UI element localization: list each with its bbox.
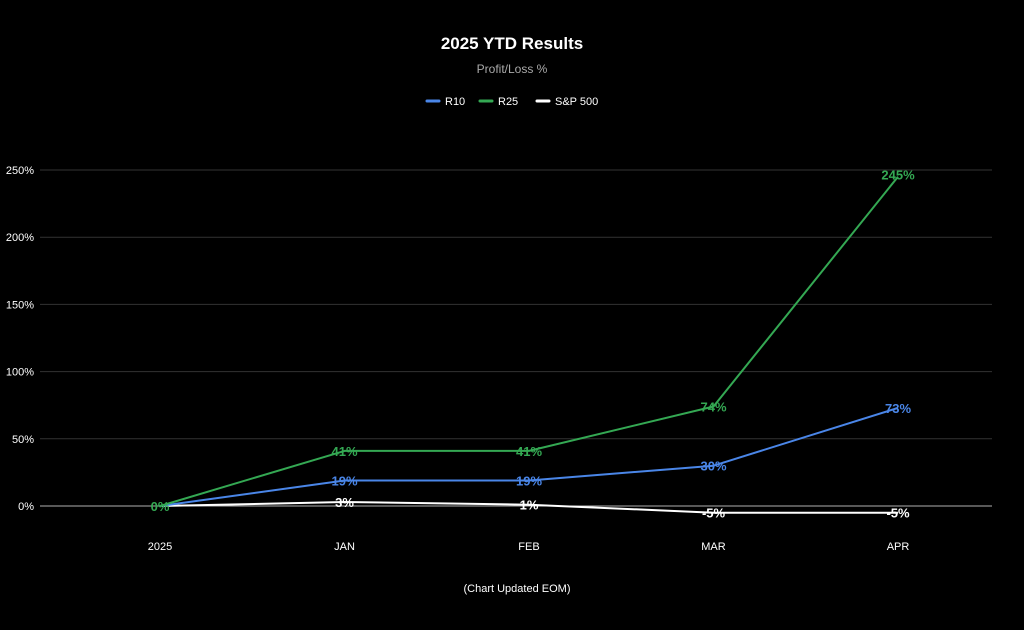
legend-label: R25 <box>498 96 518 108</box>
legend: R10 R25 S&P 500 <box>425 96 598 108</box>
y-tick-label: 200% <box>6 232 34 244</box>
y-tick-label: 150% <box>6 299 34 311</box>
y-axis: 0% 50% 100% 150% 200% 250% <box>6 165 34 513</box>
x-tick-label: FEB <box>518 541 539 553</box>
data-label: 1% <box>520 498 539 513</box>
x-tick-label: 2025 <box>148 541 172 553</box>
series-line <box>159 176 899 507</box>
legend-label: R10 <box>445 96 465 108</box>
data-label: 41% <box>331 444 357 459</box>
data-labels: 19% 19% 30% 73% 0% 41% 41% 74% 245% 3% 1% -5% -5% <box>151 168 915 521</box>
chart-caption: (Chart Updated EOM) <box>464 583 571 595</box>
series-line <box>159 406 899 507</box>
x-tick-label: JAN <box>334 541 355 553</box>
x-tick-label: APR <box>887 541 910 553</box>
chart-title: 2025 YTD Results <box>441 34 583 53</box>
chart-subtitle: Profit/Loss % <box>477 62 548 76</box>
data-label: -5% <box>702 506 726 521</box>
data-label: 74% <box>700 400 726 415</box>
series-lines <box>159 176 899 514</box>
data-label: 0% <box>151 499 170 514</box>
data-label: 3% <box>335 495 354 510</box>
y-tick-label: 0% <box>18 501 34 513</box>
legend-label: S&P 500 <box>555 96 598 108</box>
y-tick-label: 100% <box>6 367 34 379</box>
series-line <box>159 501 898 514</box>
data-label: 19% <box>516 473 542 488</box>
data-label: 245% <box>881 168 915 183</box>
data-label: 73% <box>885 401 911 416</box>
y-tick-label: 50% <box>12 434 34 446</box>
x-tick-label: MAR <box>701 541 726 553</box>
data-label: -5% <box>886 506 910 521</box>
data-label: 41% <box>516 444 542 459</box>
x-axis: 2025 JAN FEB MAR APR <box>148 541 910 553</box>
y-tick-label: 250% <box>6 165 34 177</box>
data-label: 30% <box>700 459 726 474</box>
data-label: 19% <box>331 473 357 488</box>
